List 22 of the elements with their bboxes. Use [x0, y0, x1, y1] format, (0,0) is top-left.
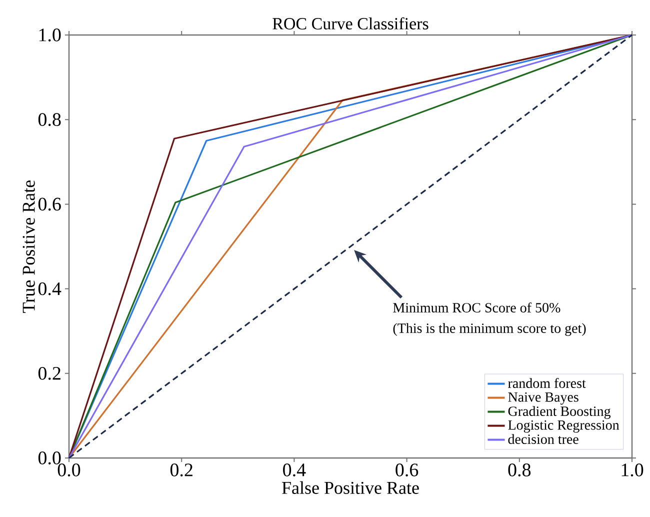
y-tick-label: 0.2 — [38, 366, 60, 380]
y-tick-label: 0.4 — [38, 282, 62, 296]
annotation: Minimum ROC Score of 50% — [393, 302, 560, 313]
legend-label: random forest — [508, 378, 586, 388]
x-tick-label: 0.4 — [283, 464, 306, 476]
y-tick-label: 1.0 — [39, 28, 61, 42]
annotation: (This is the minimum score to get) — [393, 323, 586, 336]
x-tick-label: 0.2 — [170, 464, 192, 476]
legend-label: Naive Bayes — [508, 392, 578, 405]
x-tick-label: 1.0 — [622, 464, 644, 476]
y-tick-label: 0.8 — [38, 113, 61, 126]
legend-label: Gradient Boosting — [508, 406, 611, 419]
y-tick-label: 0.0 — [38, 452, 61, 464]
legend-label: decision tree — [508, 434, 578, 444]
x-tick-label: 0.6 — [396, 464, 418, 476]
y-tick-label: 0.6 — [38, 198, 61, 211]
x-tick-label: 0.8 — [508, 464, 531, 476]
legend-label: Logistic Regression — [508, 420, 620, 433]
y-axis-title: True Positive Rate — [22, 180, 35, 313]
x-axis-title: False Positive Rate — [282, 481, 419, 494]
chart-title: ROC Curve Classifiers — [272, 17, 428, 30]
x-tick-label: 0.0 — [58, 464, 80, 476]
